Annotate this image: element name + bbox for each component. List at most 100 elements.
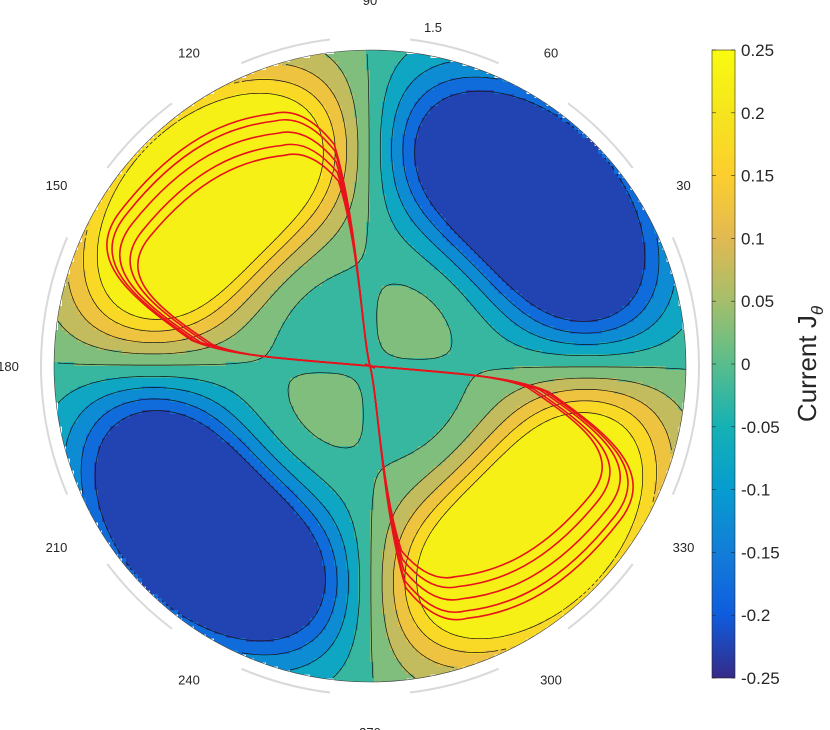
field-cell [154, 174, 159, 179]
field-cell [194, 226, 199, 231]
field-cell [362, 98, 367, 103]
field-cell [214, 234, 219, 239]
field-cell [486, 138, 491, 143]
field-cell [530, 126, 535, 131]
field-cell [266, 218, 271, 223]
field-cell [606, 230, 611, 235]
field-cell [122, 206, 127, 211]
field-cell [426, 218, 431, 223]
field-cell [306, 230, 311, 235]
field-cell [334, 70, 339, 75]
field-cell [118, 198, 123, 203]
field-cell [562, 158, 567, 163]
field-cell [390, 110, 395, 115]
field-cell [102, 238, 107, 243]
field-cell [450, 238, 455, 243]
field-cell [338, 122, 343, 127]
field-cell [542, 186, 547, 191]
field-cell [390, 190, 395, 195]
field-cell [358, 206, 363, 211]
field-cell [490, 98, 495, 103]
field-cell [522, 178, 527, 183]
field-cell [202, 190, 207, 195]
field-cell [354, 218, 359, 223]
field-cell [494, 194, 499, 199]
field-cell [554, 130, 559, 135]
field-cell [238, 214, 243, 219]
field-cell [150, 162, 155, 167]
field-cell [398, 126, 403, 131]
field-cell [462, 198, 467, 203]
field-cell [374, 82, 379, 87]
field-cell [302, 214, 307, 219]
field-cell [566, 126, 571, 131]
field-cell [562, 126, 567, 131]
field-cell [334, 130, 339, 135]
field-cell [438, 74, 443, 79]
field-cell [310, 162, 315, 167]
field-cell [518, 158, 523, 163]
field-cell [238, 210, 243, 215]
field-cell [374, 130, 379, 135]
field-cell [282, 190, 287, 195]
field-cell [398, 214, 403, 219]
field-cell [106, 214, 111, 219]
field-cell [230, 122, 235, 127]
field-cell [598, 202, 603, 207]
field-cell [162, 138, 167, 143]
field-cell [326, 162, 331, 167]
field-cell [226, 118, 231, 123]
field-cell [170, 230, 175, 235]
field-cell [566, 174, 571, 179]
field-cell [582, 142, 587, 147]
field-cell [166, 146, 171, 151]
field-cell [430, 146, 435, 151]
field-cell [286, 186, 291, 191]
field-cell [294, 122, 299, 127]
field-cell [298, 226, 303, 231]
field-cell [586, 174, 591, 179]
field-cell [510, 182, 515, 187]
field-cell [154, 190, 159, 195]
field-cell [334, 182, 339, 187]
field-cell [422, 62, 427, 67]
field-cell [470, 126, 475, 131]
field-cell [250, 118, 255, 123]
field-cell [502, 102, 507, 107]
field-cell [450, 94, 455, 99]
field-cell [446, 146, 451, 151]
field-cell [362, 230, 367, 235]
field-cell [406, 90, 411, 95]
field-cell [474, 142, 479, 147]
field-cell [278, 170, 283, 175]
field-cell [246, 118, 251, 123]
field-cell [454, 198, 459, 203]
field-cell [210, 110, 215, 115]
field-cell [550, 206, 555, 211]
field-cell [282, 126, 287, 131]
field-cell [534, 234, 539, 239]
field-cell [250, 146, 255, 151]
field-cell [438, 110, 443, 115]
field-cell [506, 230, 511, 235]
field-cell [142, 146, 147, 151]
field-cell [378, 182, 383, 187]
field-cell [610, 202, 615, 207]
field-cell [326, 130, 331, 135]
field-cell [262, 214, 267, 219]
field-cell [134, 174, 139, 179]
field-cell [386, 138, 391, 143]
field-cell [462, 234, 467, 239]
field-cell [334, 158, 339, 163]
field-cell [370, 126, 375, 131]
field-cell [182, 178, 187, 183]
field-cell [634, 202, 639, 207]
field-cell [262, 166, 267, 171]
field-cell [322, 166, 327, 171]
field-cell [450, 214, 455, 219]
field-cell [310, 170, 315, 175]
field-cell [574, 138, 579, 143]
field-cell [358, 194, 363, 199]
field-cell [378, 126, 383, 131]
field-cell [354, 202, 359, 207]
